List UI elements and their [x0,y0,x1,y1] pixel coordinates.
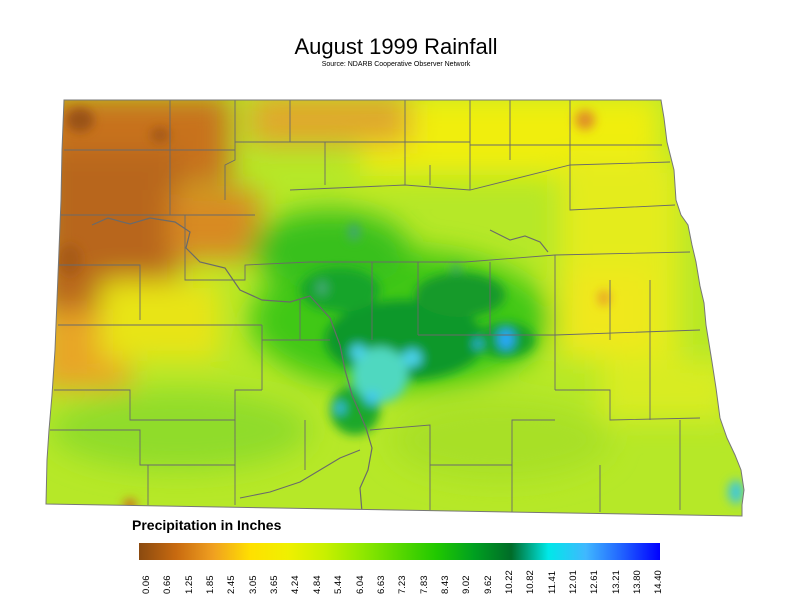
cyan-blob-southeast [728,480,744,504]
blue-blob [498,328,514,350]
legend-tick-23: 13.80 [632,570,644,594]
legend-tick-6: 3.65 [269,575,281,595]
legend-tick-18: 10.82 [525,570,537,594]
orange-spot-east [598,290,610,306]
map-title: August 1999 Rainfall [294,34,498,59]
legend-tick-17: 10.22 [503,570,515,594]
county-boundaries [50,100,701,513]
county-lines-row1 [64,141,662,151]
legend-tick-5: 3.05 [247,575,259,595]
map-subtitle: Source: NDARB Cooperative Observer Netwo… [321,61,471,68]
west-central-orange [170,190,260,260]
legend-tick-1: 0.66 [162,575,174,595]
cyan-blob-2 [402,349,422,367]
southeast-lime [600,360,730,420]
missouri-river [91,217,373,513]
legend-tick-20: 12.01 [568,570,580,594]
core-darkgreen-east [415,273,505,317]
west-yellow [100,280,220,360]
dry-spot-2 [150,127,170,143]
legend-tick-16: 9.62 [482,575,494,595]
cyan-blob-4 [365,391,379,405]
legend-title: Precipitation in Inches [132,517,282,533]
southwest-lime [50,390,310,470]
dry-spot-1 [66,108,94,132]
cyan-blob-5 [335,402,345,414]
county-lines-row3 [58,215,691,320]
core-darkgreen-west [300,268,380,312]
legend-tick-19: 11.41 [546,570,558,594]
east-central-yellow [560,270,650,350]
legend-tick-13: 7.83 [418,575,430,595]
legend-tick-9: 5.44 [333,575,345,595]
legend-tick-21: 12.61 [589,570,601,594]
legend-color-bar [139,543,660,560]
devils-lake-outline [489,229,549,253]
river-southwest [239,449,361,499]
precip-surface [46,100,744,516]
teal-blob-east [452,263,460,273]
blue-blob-small [474,339,482,349]
county-lines-south [147,420,681,512]
legend-tick-22: 13.21 [610,570,622,594]
south-lime [390,400,610,480]
cyan-blob-3 [350,344,366,360]
legend-tick-3: 1.85 [205,575,217,595]
legend-tick-0: 0.06 [141,575,152,595]
cyan-core [352,347,408,403]
legend-tick-2: 1.25 [183,575,195,595]
legend-tick-15: 9.02 [461,575,473,595]
state-outline [45,99,745,517]
legend-tick-10: 6.04 [354,575,366,595]
orange-spot-northeast [575,110,595,130]
legend-tick-12: 7.23 [397,575,409,595]
legend-tick-11: 6.63 [375,575,387,595]
north-orange [250,100,410,145]
county-lines-row6 [50,389,701,470]
teal-blob-north [348,223,360,241]
legend-tick-4: 2.45 [226,575,238,595]
legend-tick-7: 4.24 [290,575,302,595]
county-lines-row5 [54,329,701,421]
legend-tick-8: 4.84 [311,575,323,595]
teal-blob-west [316,280,328,296]
legend-tick-24: 14.40 [653,570,665,594]
legend-tick-14: 8.43 [439,575,451,595]
central-north-green [250,210,410,290]
county-lines-row2 [60,161,676,216]
dry-spot-3 [58,244,82,276]
